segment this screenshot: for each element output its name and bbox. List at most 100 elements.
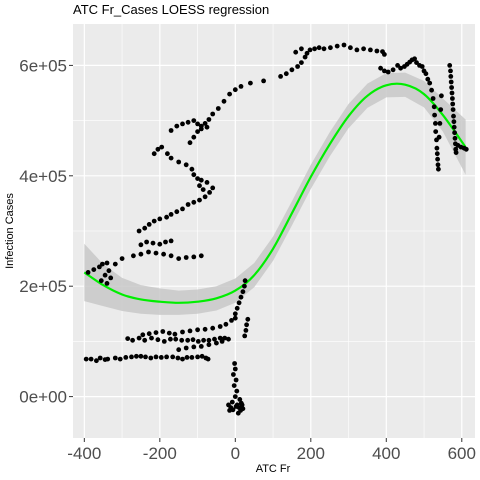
data-point <box>433 121 438 126</box>
data-point <box>231 372 236 377</box>
data-point <box>189 166 195 172</box>
data-point <box>232 311 238 317</box>
data-point <box>180 121 185 127</box>
data-point <box>242 333 248 339</box>
data-point <box>348 45 353 51</box>
data-point <box>153 354 159 360</box>
data-point <box>191 254 197 260</box>
data-point <box>398 65 403 71</box>
data-point <box>200 187 206 193</box>
data-point <box>155 146 161 152</box>
data-point <box>198 344 204 349</box>
data-point <box>312 46 317 52</box>
data-point <box>143 354 148 360</box>
data-point <box>299 46 304 52</box>
data-point <box>191 118 197 123</box>
data-point <box>191 172 197 178</box>
x-tick-label: -200 <box>143 444 177 463</box>
data-point <box>449 90 455 96</box>
data-point <box>183 345 189 351</box>
data-point <box>382 52 387 57</box>
data-point <box>112 261 118 267</box>
data-point <box>368 47 373 53</box>
data-point <box>235 410 241 416</box>
x-tick-label: 600 <box>448 444 476 463</box>
data-point <box>130 337 136 343</box>
data-point <box>175 355 181 361</box>
data-point <box>100 261 105 267</box>
data-point <box>202 326 208 332</box>
data-point <box>166 330 172 336</box>
data-point <box>234 305 240 311</box>
data-point <box>149 335 154 341</box>
y-axis-title: Infection Cases <box>4 193 16 269</box>
data-point <box>198 177 204 183</box>
data-point <box>180 329 185 335</box>
data-point <box>448 68 453 74</box>
data-point <box>146 331 152 337</box>
data-point <box>212 336 217 342</box>
data-point <box>202 121 208 126</box>
data-point <box>185 119 191 125</box>
data-point <box>438 107 444 112</box>
data-point <box>450 107 456 112</box>
data-point <box>204 124 210 130</box>
data-point <box>164 354 170 360</box>
data-point <box>232 315 238 321</box>
data-point <box>321 46 327 52</box>
data-point <box>199 353 205 359</box>
data-point <box>168 212 174 217</box>
data-point <box>278 74 283 79</box>
data-point <box>125 336 131 341</box>
data-point <box>187 140 193 146</box>
data-point <box>138 353 144 359</box>
data-point <box>316 45 322 51</box>
x-tick-label: 0 <box>231 444 240 463</box>
data-point <box>226 336 231 342</box>
data-point <box>155 337 161 343</box>
data-point <box>201 337 207 343</box>
data-point <box>160 329 166 334</box>
data-point <box>198 126 204 132</box>
data-point <box>433 129 439 135</box>
x-tick-label: 400 <box>372 444 400 463</box>
chart-title: ATC Fr_Cases LOESS regression <box>73 2 269 17</box>
data-point <box>158 355 164 360</box>
data-point <box>414 60 419 65</box>
data-point <box>85 270 91 275</box>
data-point <box>153 250 159 256</box>
data-point <box>191 344 197 350</box>
data-point <box>202 194 208 200</box>
y-tick-label: 0e+00 <box>19 388 67 407</box>
y-tick-label: 6e+05 <box>19 56 67 75</box>
data-point <box>242 283 247 289</box>
y-tick-label: 2e+05 <box>19 277 67 296</box>
data-point <box>151 218 157 224</box>
data-point <box>242 278 248 284</box>
data-point <box>138 242 144 248</box>
data-point <box>244 322 250 328</box>
x-axis-title: ATC Fr <box>256 463 291 475</box>
data-point <box>138 251 144 257</box>
data-point <box>449 85 454 90</box>
data-point <box>108 275 114 281</box>
data-point <box>436 166 441 172</box>
data-point <box>165 151 170 157</box>
data-point <box>180 356 185 362</box>
data-point <box>238 84 244 89</box>
data-point <box>206 342 212 348</box>
data-point <box>161 339 167 344</box>
data-point <box>164 214 170 220</box>
data-point <box>161 251 167 257</box>
data-point <box>432 112 437 118</box>
data-point <box>136 335 142 341</box>
data-point <box>168 128 174 133</box>
data-point <box>448 79 454 85</box>
data-point <box>245 316 251 322</box>
data-point <box>204 180 210 185</box>
data-point <box>230 407 236 413</box>
data-point <box>174 123 180 129</box>
data-point <box>159 144 165 150</box>
data-point <box>163 239 168 245</box>
data-point <box>198 253 204 259</box>
